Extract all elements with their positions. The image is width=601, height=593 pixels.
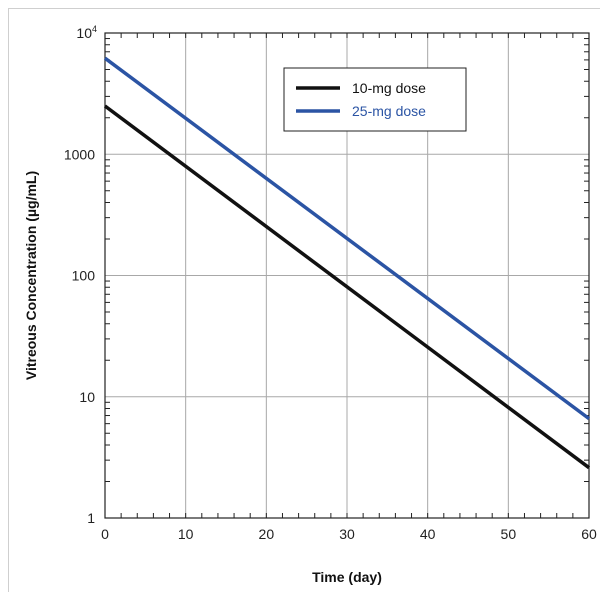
y-tick-label-10000: 104 — [76, 24, 97, 41]
y-tick-label-100: 100 — [72, 268, 96, 284]
x-tick-label-50: 50 — [501, 526, 517, 542]
x-axis-title: Time (day) — [312, 569, 382, 585]
chart-frame — [8, 8, 600, 592]
y-tick-label-1: 1 — [87, 510, 95, 526]
x-tick-label-60: 60 — [581, 526, 597, 542]
y-tick-label-10: 10 — [79, 389, 95, 405]
x-tick-label-10: 10 — [178, 526, 194, 542]
y-tick-labels: 104 1 10 100 1000 — [64, 24, 97, 526]
x-tick-label-30: 30 — [339, 526, 355, 542]
minor-ticks — [104, 33, 590, 518]
legend-box — [283, 67, 467, 132]
x-tick-label-40: 40 — [420, 526, 436, 542]
x-tick-labels: 0 10 20 30 40 50 60 — [101, 526, 597, 542]
series-line-2 — [103, 56, 591, 421]
series-group — [103, 56, 591, 470]
x-tick-label-20: 20 — [259, 526, 275, 542]
y-tick-label-1000: 1000 — [64, 146, 95, 162]
x-tick-label-0: 0 — [101, 526, 109, 542]
y-axis-title: Vitreous Concentration (µg/mL) — [23, 171, 39, 380]
series-line-1 — [103, 104, 591, 470]
legend-label-1: 10-mg dose — [352, 80, 426, 96]
legend: 10-mg dose 25-mg dose — [283, 67, 467, 132]
legend-label-2: 25-mg dose — [352, 103, 426, 119]
grid — [105, 33, 589, 518]
